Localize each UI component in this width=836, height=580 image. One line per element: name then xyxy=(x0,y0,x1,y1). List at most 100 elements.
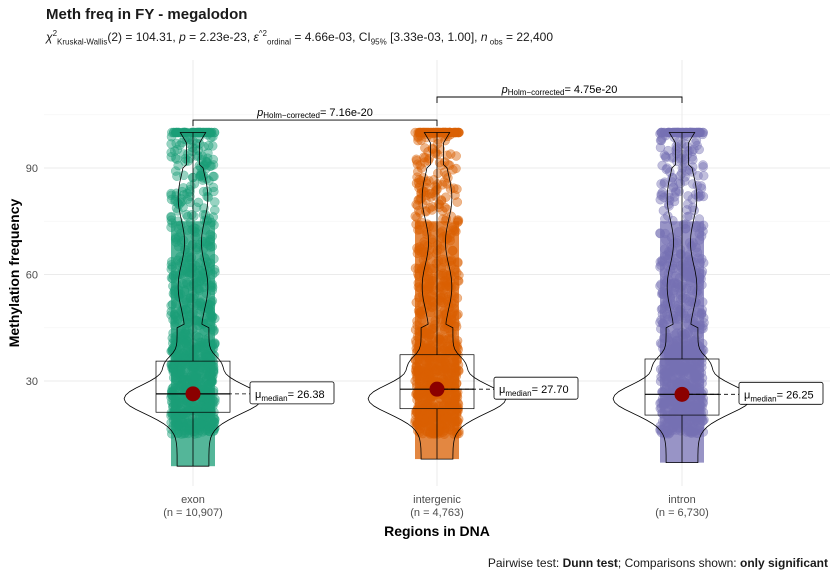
data-point xyxy=(696,183,707,194)
box-iqr xyxy=(155,360,231,413)
median-point xyxy=(429,381,445,397)
data-point xyxy=(177,186,187,197)
violins xyxy=(123,132,752,467)
data-point xyxy=(198,186,209,197)
data-point xyxy=(693,188,704,199)
x-axis-title: Regions in DNA xyxy=(384,523,490,539)
data-point xyxy=(674,177,684,187)
box-intergenic xyxy=(399,132,475,460)
data-point xyxy=(420,143,430,153)
bracket-line xyxy=(436,96,683,103)
data-point xyxy=(444,160,455,171)
data-point xyxy=(179,149,189,159)
comparison-bracket: pHolm−corrected= 7.16e-20 xyxy=(192,107,438,127)
data-point xyxy=(676,139,687,149)
data-point xyxy=(192,151,203,162)
jitter-points xyxy=(166,127,709,467)
data-point xyxy=(177,196,187,206)
data-point xyxy=(412,159,423,169)
data-point xyxy=(185,197,196,208)
violin-exon xyxy=(123,132,263,467)
data-point xyxy=(426,188,437,199)
data-point xyxy=(427,144,438,155)
data-point xyxy=(175,140,185,151)
x-tick-n-label: (n = 6,730) xyxy=(655,507,709,519)
data-point xyxy=(671,145,681,155)
data-point xyxy=(423,155,433,166)
data-point xyxy=(208,171,218,182)
data-point xyxy=(437,180,448,190)
data-point xyxy=(187,142,198,153)
median-intergenic: μmedian= 27.70 xyxy=(429,376,579,400)
data-point xyxy=(172,144,183,155)
data-point xyxy=(191,202,202,213)
median-label: μmedian= 27.70 xyxy=(499,384,569,398)
data-point xyxy=(451,151,461,161)
data-point xyxy=(452,197,463,207)
data-point xyxy=(698,160,708,170)
data-point xyxy=(659,150,670,160)
y-tick-label: 90 xyxy=(26,163,38,175)
median-label-box xyxy=(493,376,579,400)
data-point xyxy=(171,154,182,164)
median-intron: μmedian= 26.25 xyxy=(674,381,824,405)
data-point xyxy=(436,195,447,205)
comparison-label: pHolm−corrected= 4.75e-20 xyxy=(501,84,618,97)
data-point xyxy=(191,138,202,149)
data-point xyxy=(203,140,214,151)
data-point xyxy=(209,186,219,197)
data-point xyxy=(663,190,674,200)
pairwise-comparisons: pHolm−corrected= 7.16e-20 pHolm−corrected… xyxy=(192,84,683,127)
data-point xyxy=(439,167,450,177)
data-point xyxy=(208,182,219,193)
data-point xyxy=(674,186,684,197)
data-point xyxy=(207,141,218,151)
data-point xyxy=(442,204,452,215)
data-point xyxy=(173,206,183,216)
y-axis: 30 60 90 xyxy=(26,163,38,388)
data-point xyxy=(413,177,424,188)
data-point xyxy=(202,191,212,202)
data-point xyxy=(451,163,461,174)
data-point xyxy=(671,141,681,152)
median-label: μmedian= 26.38 xyxy=(255,389,325,403)
data-point xyxy=(187,209,197,220)
data-point xyxy=(182,194,193,205)
data-point xyxy=(682,149,693,160)
data-point xyxy=(667,177,678,187)
data-point xyxy=(690,138,700,148)
data-point xyxy=(452,184,462,194)
data-point xyxy=(682,205,692,215)
data-point xyxy=(692,140,702,151)
x-tick-n-label: (n = 10,907) xyxy=(163,507,223,519)
data-point xyxy=(688,202,698,213)
data-point xyxy=(693,192,704,202)
data-point xyxy=(671,187,681,198)
data-point xyxy=(672,156,682,167)
data-point xyxy=(185,187,195,197)
y-tick-label: 30 xyxy=(26,376,38,388)
bracket-line xyxy=(192,119,438,127)
comparison-bracket: pHolm−corrected= 4.75e-20 xyxy=(436,84,683,103)
chart-caption: Pairwise test: Dunn test; Comparisons sh… xyxy=(487,556,828,570)
x-tick-label: intron xyxy=(668,494,696,506)
x-tick-label: exon xyxy=(181,494,205,506)
data-point xyxy=(166,211,176,222)
data-point xyxy=(445,149,456,159)
data-point xyxy=(170,166,181,176)
x-tick-label: intergenic xyxy=(413,494,461,506)
data-point xyxy=(680,139,690,149)
median-label-box xyxy=(249,381,335,405)
data-point xyxy=(416,163,427,173)
data-point xyxy=(195,170,206,181)
median-label-box xyxy=(738,381,824,405)
data-point xyxy=(661,152,671,163)
data-point xyxy=(682,211,693,222)
data-point xyxy=(671,148,682,159)
x-axis: exon(n = 10,907) intergenic(n = 4,763) int… xyxy=(163,494,709,519)
data-point xyxy=(185,185,195,195)
violin-intron xyxy=(612,132,752,463)
data-point xyxy=(411,155,422,166)
y-axis-title: Methylation frequency xyxy=(6,199,22,348)
comparison-label: pHolm−corrected= 7.16e-20 xyxy=(256,107,373,120)
